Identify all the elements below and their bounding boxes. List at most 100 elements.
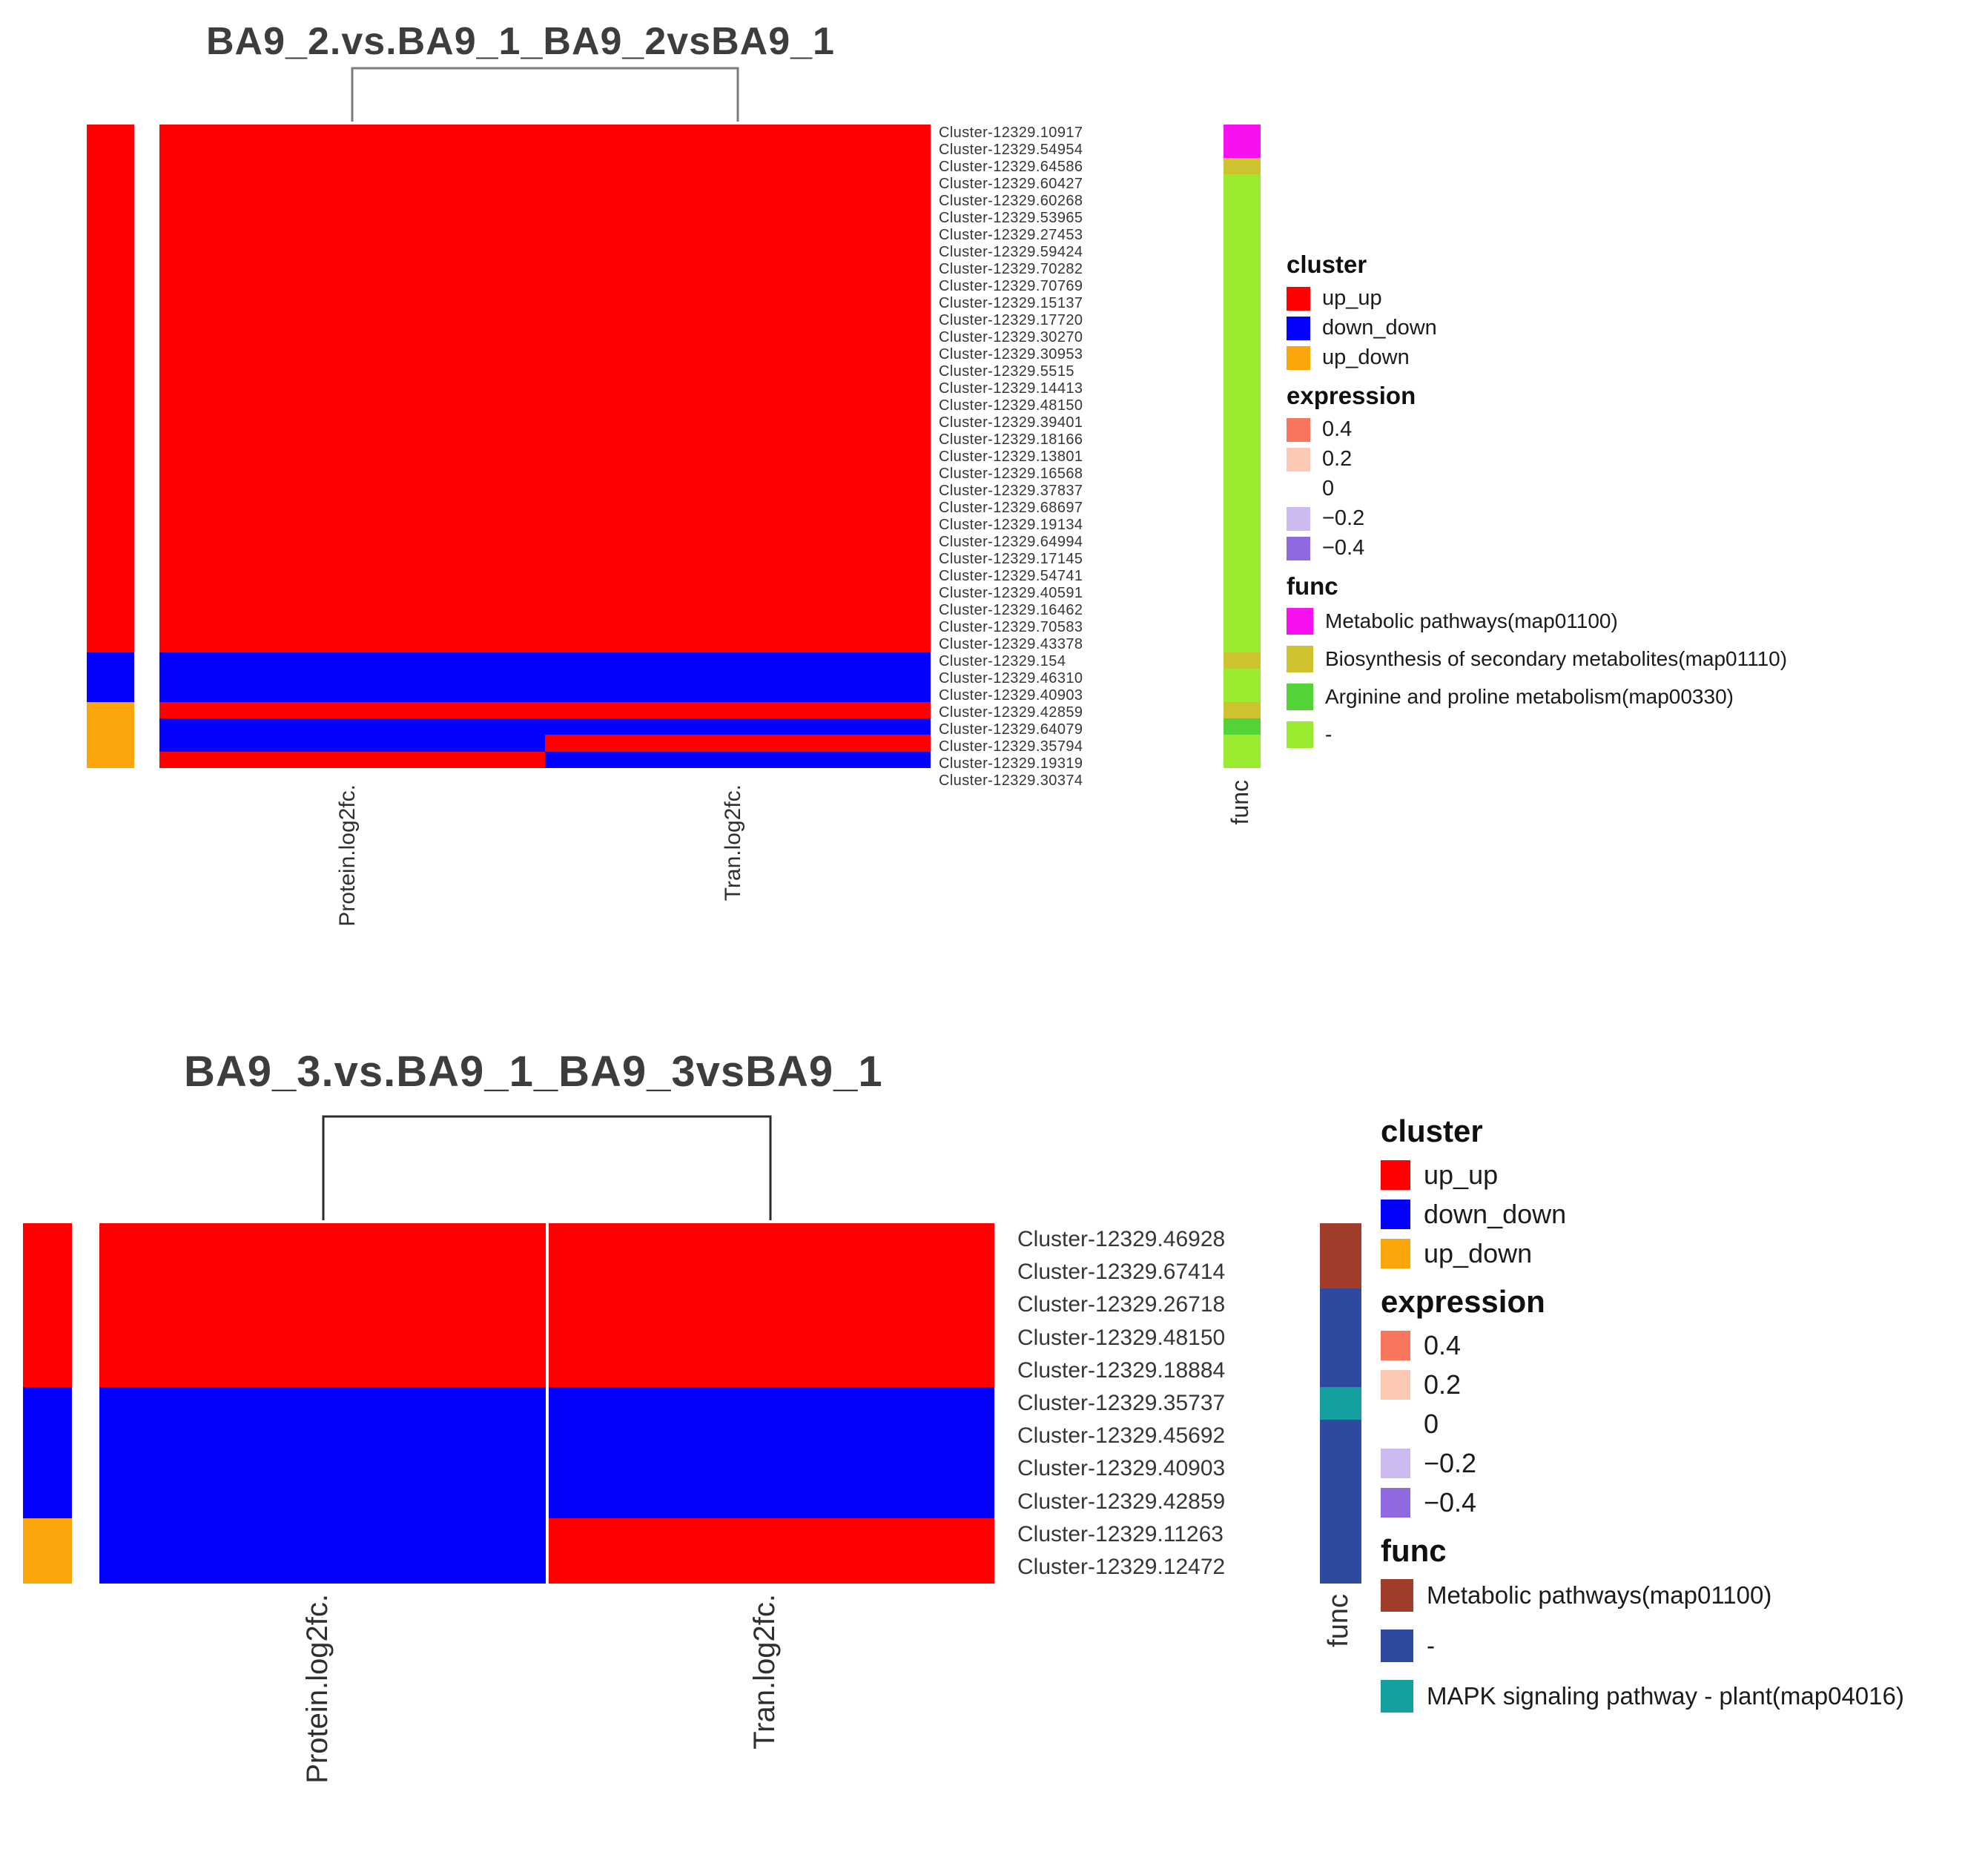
heatmap-row [159,603,931,620]
legend-swatch [1287,477,1310,501]
func-annotation-cell [1320,1354,1361,1387]
heatmap-cell [99,1354,549,1387]
legend-swatch [1381,1579,1413,1612]
func-annotation-cell [1223,388,1261,406]
heatmap-cell [159,157,545,174]
legend-swatch [1287,536,1310,560]
heatmap-row [159,273,931,290]
heatmap-cell [159,569,545,586]
row-label: Cluster-12329.67414 [1017,1260,1226,1285]
row-label: Cluster-12329.40903 [1017,1456,1226,1481]
heatmap-cell [545,652,931,669]
column-label-protein-log2fc: Protein.log2fc. [301,1594,334,1784]
cluster-annotation-cell [87,454,134,472]
heatmap-cell [545,125,931,142]
func-annotation-cell [1223,454,1261,472]
legend-swatch [1287,417,1310,442]
legend-item-label: 0.4 [1424,1330,1462,1360]
legend-item: Metabolic pathways(map01100) [1381,1579,1981,1612]
cluster-annotation-cell [87,388,134,406]
heatmap-row [159,289,931,306]
legend-item: 0.2 [1287,447,1976,472]
cluster-annotation-cell [23,1386,72,1420]
heatmap-row [159,454,931,472]
heatmap-row [159,305,931,322]
heatmap-row [159,669,931,686]
cluster-annotation-cell [87,652,134,669]
heatmap-cell [99,1452,549,1486]
func-annotation-cell [1223,569,1261,586]
cluster-annotation-cell [87,537,134,554]
legend-item-label: - [1427,1632,1435,1659]
func-annotation-cell [1223,223,1261,240]
cluster-annotation-cell [23,1256,72,1289]
heatmap-cell [548,1518,994,1551]
cluster-annotation-cell [87,569,134,586]
func-annotation-cell [1320,1485,1361,1518]
legend-item: MAPK signaling pathway - plant(map04016) [1381,1680,1981,1713]
legend-item: Metabolic pathways(map01100) [1287,608,1976,635]
row-label: Cluster-12329.70282 [939,261,1083,277]
heatmap-cell [159,239,545,257]
heatmap-cell [545,207,931,224]
func-annotation-cell [1223,735,1261,752]
row-label: Cluster-12329.19319 [939,755,1083,772]
heatmap-cell [545,603,931,620]
heatmap-cell [545,239,931,257]
row-label: Cluster-12329.15137 [939,295,1083,311]
row-label: Cluster-12329.154 [939,653,1066,669]
cluster-annotation-cell [23,1288,72,1322]
heatmap-row [159,718,931,735]
func-annotation-cell [1223,718,1261,735]
heatmap-cell [159,339,545,356]
heatmap-cell [99,1386,549,1420]
heatmap-row [159,751,931,768]
cluster-annotation-cell [23,1518,72,1551]
row-label: Cluster-12329.54741 [939,568,1083,584]
heatmap-cell [545,635,931,652]
heatmap-cell [159,635,545,652]
legend-item: - [1381,1630,1981,1662]
legend-item: Arginine and proline metabolism(map00330… [1287,684,1976,710]
row-label: Cluster-12329.70769 [939,278,1083,294]
cluster-annotation-cell [23,1223,72,1257]
cluster-annotation-cell [87,371,134,388]
cluster-annotation-cell [87,339,134,356]
legend-swatch [1381,1630,1413,1662]
legend-item: 0 [1381,1409,1981,1440]
heatmap-grid [159,125,931,768]
legend-section-title: expression [1381,1284,1545,1319]
heatmap-cell [159,405,545,422]
legend-item-label: −0.4 [1424,1487,1477,1518]
legend-swatch [1381,1239,1410,1268]
func-annotation-cell [1223,652,1261,669]
heatmap-cell [545,223,931,240]
heatmap-row [159,141,931,158]
heatmap-cell [545,471,931,488]
column-label-tran-log2fc: Tran.log2fc. [721,784,745,901]
heatmap-cell [548,1452,994,1486]
legend-item-label: Arginine and proline metabolism(map00330… [1325,685,1734,708]
heatmap-cell [545,157,931,174]
legend-item-label: up_up [1424,1159,1499,1190]
func-annotation-cell [1223,173,1261,191]
cluster-annotation-cell [87,751,134,768]
heatmap-cell [159,751,545,768]
func-annotation-cell [1223,305,1261,322]
cluster-annotation-cell [23,1354,72,1387]
heatmap-cell [545,388,931,406]
legend-swatch [1287,646,1313,672]
heatmap-cell [159,537,545,554]
heatmap-cell [545,405,931,422]
legend-item: −0.2 [1381,1448,1981,1479]
heatmap-cell [548,1550,994,1584]
cluster-annotation-cell [87,735,134,752]
row-label: Cluster-12329.37837 [939,483,1083,499]
legend-item: −0.4 [1381,1487,1981,1518]
heatmap-cell [159,388,545,406]
row-label: Cluster-12329.68697 [939,500,1083,516]
row-label: Cluster-12329.18166 [939,431,1083,448]
func-annotation-cell [1320,1386,1361,1420]
func-annotation-cell [1320,1223,1361,1257]
